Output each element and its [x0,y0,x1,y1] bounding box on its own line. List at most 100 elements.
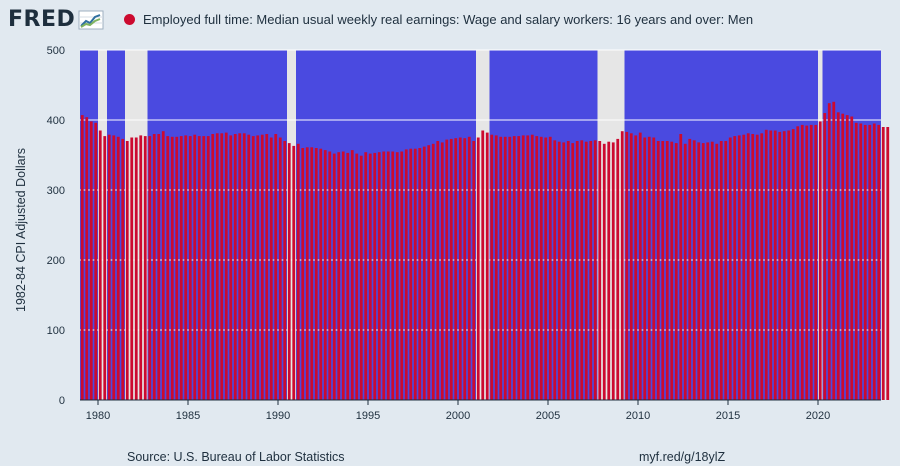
bar [175,136,179,401]
bar [481,130,485,400]
bar [832,101,836,401]
bar [350,150,354,400]
x-tick-label: 2020 [806,410,830,422]
bar [458,137,462,400]
bar [404,149,408,400]
bar [665,141,669,400]
bar [553,140,557,401]
bar [557,141,561,400]
bar [854,122,858,401]
bar [782,131,786,400]
bar [530,134,534,400]
bar [332,153,336,400]
source-note: Source: U.S. Bureau of Labor Statistics [127,450,345,464]
bar [157,134,161,400]
bar [368,153,372,400]
bar [278,137,282,400]
bar [701,143,705,400]
bar [202,136,206,400]
bar [746,133,750,401]
bar [886,127,890,400]
bar [607,141,611,400]
bar [130,137,134,400]
chart-header: FRED Employed full time: Median usual we… [0,0,900,40]
bar [179,136,183,400]
bar [503,136,507,401]
bar [679,134,683,400]
bar [400,151,404,400]
bar [143,136,147,400]
bar [535,136,539,400]
bar [121,138,125,400]
bar [697,142,701,400]
bar [283,141,287,400]
fred-logo[interactable]: FRED [8,7,104,32]
bar [634,135,638,400]
bar [296,143,300,401]
bar [674,143,678,400]
bar [647,136,651,401]
bar [292,145,296,400]
bar [242,133,246,401]
x-tick-label: 1995 [356,410,380,422]
bar [193,134,197,400]
bar [512,136,516,400]
bar [661,141,665,400]
bar [755,134,759,400]
bar [206,136,210,400]
bar [476,137,480,400]
axis-layer: 0 100 200 300 400 500 1980 1985 1990 1995 2000 2005… [47,45,881,422]
bar [562,142,566,400]
bar [170,136,174,401]
bar [418,148,422,400]
bar [584,141,588,400]
bar [211,134,215,400]
bar [508,136,512,401]
bar [760,133,764,401]
bar [719,141,723,400]
bar [265,134,269,400]
bar [841,113,845,400]
bar [544,137,548,400]
bar [715,143,719,401]
bar [188,136,192,400]
bar [355,153,359,400]
bar [472,141,476,400]
bar [548,136,552,401]
bar [422,146,426,400]
bar [539,136,543,401]
legend: Employed full time: Median usual weekly … [124,12,753,27]
recession-band [287,50,296,400]
bar [877,124,881,401]
logo-text: FRED [8,7,76,32]
bar [575,141,579,400]
bar [638,132,642,400]
bar [215,133,219,401]
bar [580,140,584,401]
bar [598,141,602,400]
bar [751,134,755,400]
bar [80,115,84,400]
bar [593,140,597,401]
bar [161,131,165,400]
bar [683,143,687,401]
x-tick-label: 2005 [536,410,560,422]
bar [359,155,363,400]
bar [620,131,624,400]
bar [94,122,98,401]
recession-band [98,50,107,400]
chart-area: 0 100 200 300 400 500 1980 1985 1990 1995 2000 2005… [0,40,900,450]
bar [656,141,660,400]
bar [737,135,741,400]
bar [409,148,413,400]
bar [791,129,795,400]
bar [224,132,228,400]
bar [134,137,138,400]
short-url-link[interactable]: myf.red/g/18ylZ [639,450,726,464]
x-tick-label: 2010 [626,410,650,422]
bar [440,142,444,400]
bar [881,127,885,400]
y-tick-label: 100 [47,325,65,337]
bar [872,123,876,400]
bar [733,136,737,400]
